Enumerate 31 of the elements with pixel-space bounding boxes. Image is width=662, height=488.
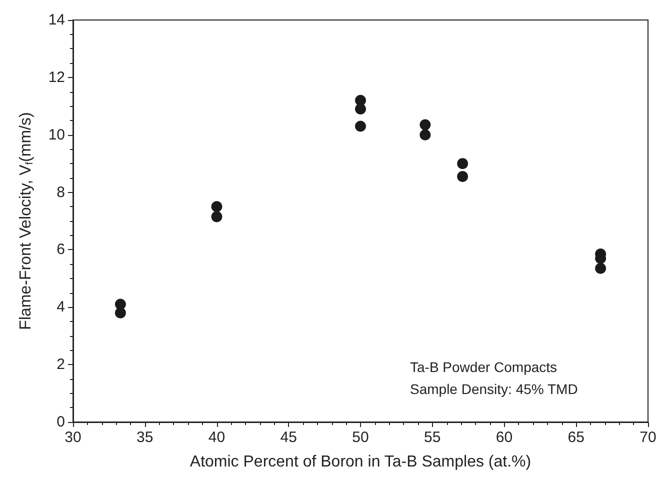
y-tick-label: 4 [56, 298, 65, 316]
point [420, 129, 431, 140]
y-tick-label: 12 [48, 68, 65, 86]
y-tick-label: 10 [48, 126, 65, 144]
y-tick-label: 0 [56, 414, 65, 430]
y-axis-title: Flame-Front Velocity, Vf(mm/s) [18, 112, 36, 330]
annotation: Ta-B Powder Compacts [410, 359, 558, 375]
x-tick-label: 30 [64, 429, 82, 446]
x-tick-label: 50 [352, 429, 369, 446]
x-tick-label: 40 [208, 429, 226, 446]
annotation: Sample Density: 45% TMD [410, 381, 578, 397]
point [420, 119, 431, 130]
point [457, 170, 468, 182]
x-tick-label: 65 [568, 429, 584, 446]
point [211, 211, 222, 222]
y-tick-label: 2 [56, 356, 65, 374]
y-tick-label: 8 [56, 184, 65, 201]
y-tick-label: 14 [48, 12, 65, 28]
x-tick-label: 35 [136, 429, 154, 446]
point [457, 158, 468, 170]
point [211, 201, 222, 212]
x-axis-title: Atomic Percent of Boron in Ta-B Samples (at.%) [190, 454, 532, 470]
x-tick-label: 45 [280, 429, 297, 446]
point [355, 104, 366, 115]
point [355, 120, 366, 132]
point [114, 307, 126, 318]
y-tick-label: 6 [56, 241, 65, 258]
x-tick-label: 70 [640, 429, 656, 446]
point [595, 262, 606, 274]
x-tick-label: 55 [424, 429, 441, 446]
x-tick-label: 60 [496, 429, 513, 446]
